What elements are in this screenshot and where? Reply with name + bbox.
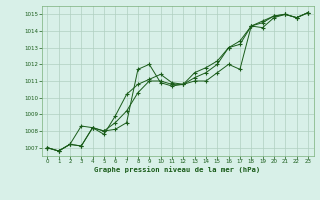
X-axis label: Graphe pression niveau de la mer (hPa): Graphe pression niveau de la mer (hPa) [94,167,261,173]
